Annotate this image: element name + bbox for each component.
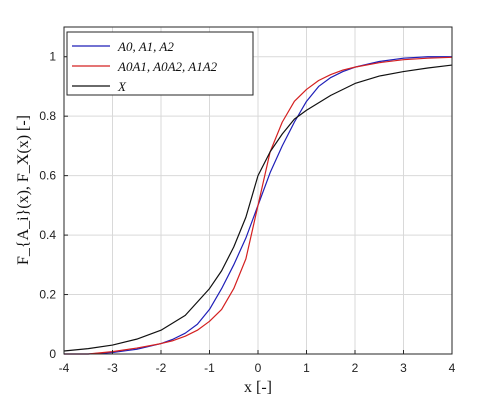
- y-tick-label: 0: [49, 347, 56, 361]
- y-tick-label: 0.4: [39, 228, 56, 242]
- y-tick-label: 0.2: [39, 288, 56, 302]
- series-lines: [63, 56, 453, 355]
- x-tick-label: 0: [255, 361, 262, 375]
- x-tick-label: -2: [156, 361, 167, 375]
- y-tick-label: 0.6: [39, 169, 56, 183]
- x-tick-label: 4: [449, 361, 456, 375]
- legend-label-3: X: [117, 79, 127, 94]
- legend-label-2: A0A1, A0A2, A1A2: [117, 59, 218, 74]
- y-tick-label: 0.8: [39, 109, 56, 123]
- legend-label-1: A0, A1, A2: [117, 39, 174, 54]
- y-axis-label: F_{A_i}(x), F_X(x) [-]: [15, 115, 32, 265]
- legend: A0, A1, A2 A0A1, A0A2, A1A2 X: [66, 31, 254, 96]
- x-tick-label: 3: [400, 361, 407, 375]
- series-line-3: [63, 64, 453, 352]
- legend-box: [66, 31, 254, 96]
- x-tick-label: 1: [303, 361, 310, 375]
- y-tick-label: 1: [49, 50, 56, 64]
- x-tick-label: -4: [59, 361, 70, 375]
- x-tick-label: 2: [352, 361, 359, 375]
- tick-labels: -4 -3 -2 -1 0 1 2 3 4 0 0.2 0.4 0.6 0.8 1: [39, 50, 455, 375]
- x-axis-label: x [-]: [244, 379, 272, 396]
- x-tick-label: -3: [107, 361, 118, 375]
- x-tick-label: -1: [204, 361, 215, 375]
- series-line-2: [64, 56, 453, 355]
